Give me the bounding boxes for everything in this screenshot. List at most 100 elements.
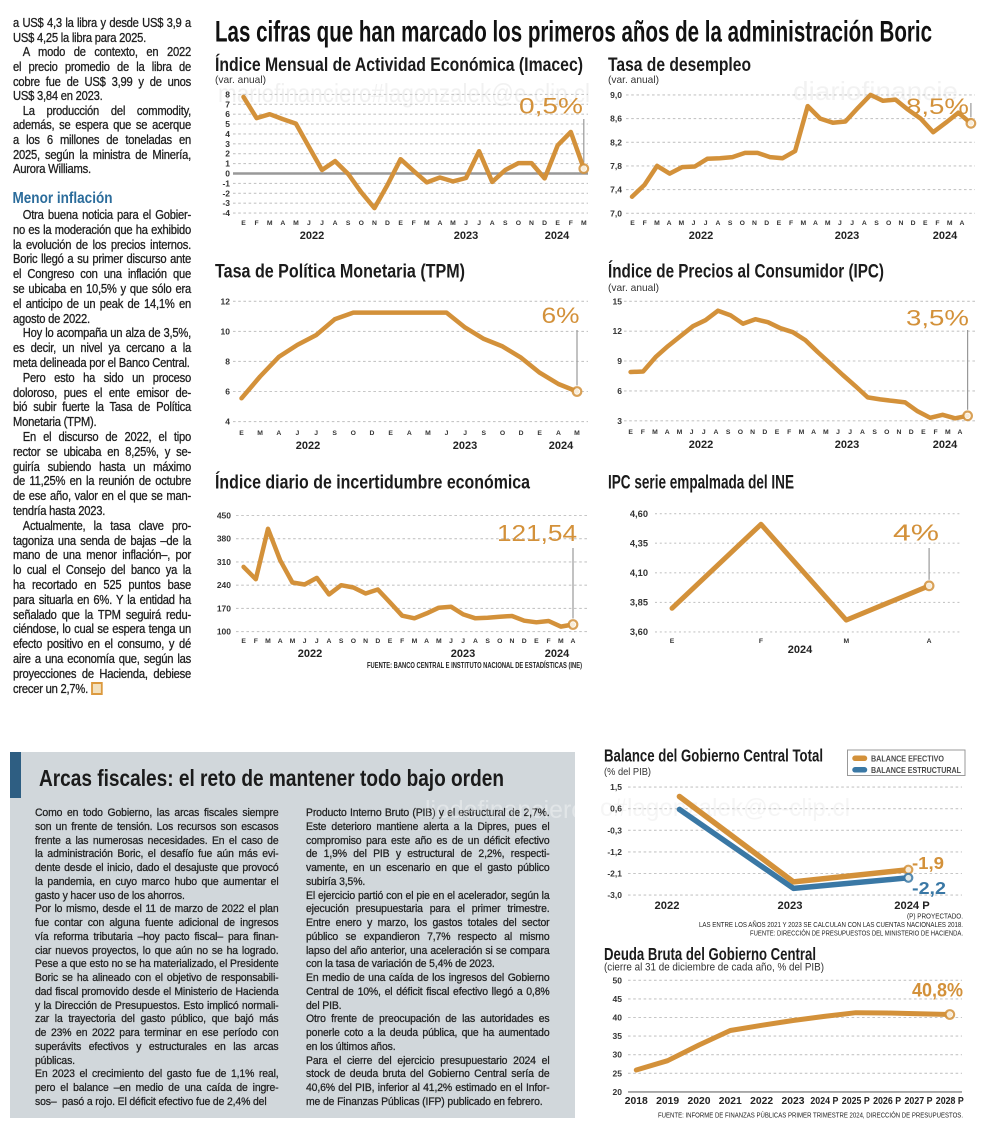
svg-text:D: D [375, 638, 380, 645]
svg-text:8,6: 8,6 [610, 114, 622, 124]
svg-text:O: O [351, 430, 356, 437]
svg-text:N: N [510, 638, 515, 645]
svg-text:M: M [450, 220, 456, 227]
svg-text:M: M [424, 220, 430, 227]
svg-text:M: M [257, 430, 263, 437]
svg-text:Deuda Bruta del Gobierno Centr: Deuda Bruta del Gobierno Central [604, 944, 816, 964]
svg-text:S: S [346, 220, 351, 227]
svg-text:M: M [265, 638, 271, 645]
svg-text:N: N [750, 429, 755, 436]
svg-text:O: O [351, 638, 356, 645]
svg-text:2023: 2023 [778, 900, 803, 912]
svg-text:M: M [825, 220, 831, 227]
svg-text:M: M [581, 220, 587, 227]
svg-text:F: F [569, 220, 573, 227]
svg-text:N: N [898, 220, 903, 227]
svg-text:Tasa de desempleo: Tasa de desempleo [608, 54, 751, 76]
svg-text:E: E [239, 430, 244, 437]
svg-text:E: E [388, 430, 393, 437]
svg-text:A: A [490, 220, 495, 227]
svg-text:A: A [473, 638, 478, 645]
svg-text:J: J [836, 429, 840, 436]
svg-text:(var. anual): (var. anual) [608, 282, 659, 294]
svg-text:mariofinanciero#lagonzalek@e-c: mariofinanciero#lagonzalek@e-clip.cl [218, 78, 590, 108]
svg-text:-1,9: -1,9 [912, 853, 944, 873]
svg-text:A: A [571, 638, 576, 645]
svg-text:A: A [333, 220, 338, 227]
svg-text:E: E [241, 638, 246, 645]
svg-text:LAS ENTRE LOS AÑOS 2021 Y 2023: LAS ENTRE LOS AÑOS 2021 Y 2023 SE CALCUL… [699, 920, 963, 929]
svg-text:E: E [534, 638, 539, 645]
svg-text:(var. anual): (var. anual) [215, 74, 266, 86]
svg-text:4: 4 [225, 417, 230, 427]
svg-text:6%: 6% [542, 303, 580, 328]
svg-text:2020: 2020 [688, 1096, 712, 1107]
svg-text:O: O [500, 430, 505, 437]
svg-text:A: A [278, 638, 283, 645]
svg-text:J: J [850, 220, 854, 227]
svg-text:-1,2: -1,2 [607, 847, 622, 857]
svg-text:2022: 2022 [655, 900, 680, 912]
svg-text:6: 6 [225, 387, 230, 397]
svg-text:-1: -1 [222, 178, 230, 188]
svg-text:D: D [385, 220, 390, 227]
svg-text:o#lagonzalek@e-clip.cl: o#lagonzalek@e-clip.cl [600, 794, 850, 822]
svg-text:-2,1: -2,1 [607, 869, 622, 879]
svg-text:0,5%: 0,5% [519, 94, 583, 119]
svg-text:7,0: 7,0 [610, 208, 622, 218]
svg-text:2024 P: 2024 P [894, 900, 930, 912]
svg-text:M: M [677, 429, 683, 436]
svg-text:40,8%: 40,8% [912, 981, 963, 1002]
svg-text:15: 15 [613, 296, 623, 306]
svg-text:A: A [327, 638, 332, 645]
svg-text:A: A [862, 220, 867, 227]
svg-text:8: 8 [225, 356, 230, 366]
svg-text:M: M [436, 638, 442, 645]
svg-text:S: S [482, 430, 487, 437]
svg-text:7,4: 7,4 [610, 185, 622, 195]
svg-text:2022: 2022 [750, 1096, 774, 1107]
svg-text:380: 380 [217, 534, 231, 544]
svg-text:8: 8 [225, 89, 230, 99]
svg-text:450: 450 [217, 511, 231, 521]
svg-text:M: M [267, 220, 273, 227]
svg-text:E: E [775, 429, 780, 436]
svg-text:O: O [738, 429, 743, 436]
svg-text:M: M [574, 430, 580, 437]
svg-text:6: 6 [225, 109, 230, 119]
svg-text:-3: -3 [222, 198, 230, 208]
svg-text:E: E [630, 220, 635, 227]
svg-text:0: 0 [225, 169, 230, 179]
svg-text:FUENTE: INFORME DE FINANZAS PÚ: FUENTE: INFORME DE FINANZAS PÚBLICAS PRI… [658, 1111, 963, 1120]
svg-text:A: A [813, 220, 818, 227]
svg-text:7,8: 7,8 [610, 161, 622, 171]
svg-text:7: 7 [225, 99, 230, 109]
svg-text:A: A [665, 429, 670, 436]
svg-text:A: A [959, 220, 964, 227]
svg-text:2021: 2021 [719, 1096, 743, 1107]
svg-text:3,85: 3,85 [630, 598, 648, 608]
svg-text:N: N [529, 220, 534, 227]
svg-text:2024: 2024 [545, 230, 570, 242]
svg-text:2024 P: 2024 P [810, 1096, 838, 1107]
svg-text:2: 2 [225, 149, 230, 159]
svg-text:Índice Mensual de Actividad Ec: Índice Mensual de Actividad Económica (I… [215, 53, 583, 76]
svg-text:diariofinancie: diariofinancie [793, 76, 958, 106]
svg-text:Índice diario de incertidumbre: Índice diario de incertidumbre económica [215, 471, 530, 494]
svg-text:F: F [934, 429, 938, 436]
svg-text:BALANCE ESTRUCTURAL: BALANCE ESTRUCTURAL [871, 766, 961, 775]
svg-text:A: A [927, 638, 932, 645]
svg-text:Balance del Gobierno Central T: Balance del Gobierno Central Total [604, 746, 823, 766]
svg-text:Arcas fiscales: el reto de man: Arcas fiscales: el reto de mantener todo… [39, 765, 504, 791]
svg-text:4,35: 4,35 [630, 539, 648, 549]
svg-text:J: J [314, 430, 318, 437]
svg-text:2022: 2022 [300, 230, 324, 242]
svg-text:M: M [945, 429, 951, 436]
svg-text:M: M [558, 638, 564, 645]
svg-text:(% del PIB): (% del PIB) [604, 766, 651, 778]
svg-text:4,60: 4,60 [630, 509, 648, 519]
svg-text:E: E [670, 638, 675, 645]
svg-text:0,6: 0,6 [610, 804, 622, 814]
svg-text:A: A [437, 220, 442, 227]
svg-text:J: J [838, 220, 842, 227]
